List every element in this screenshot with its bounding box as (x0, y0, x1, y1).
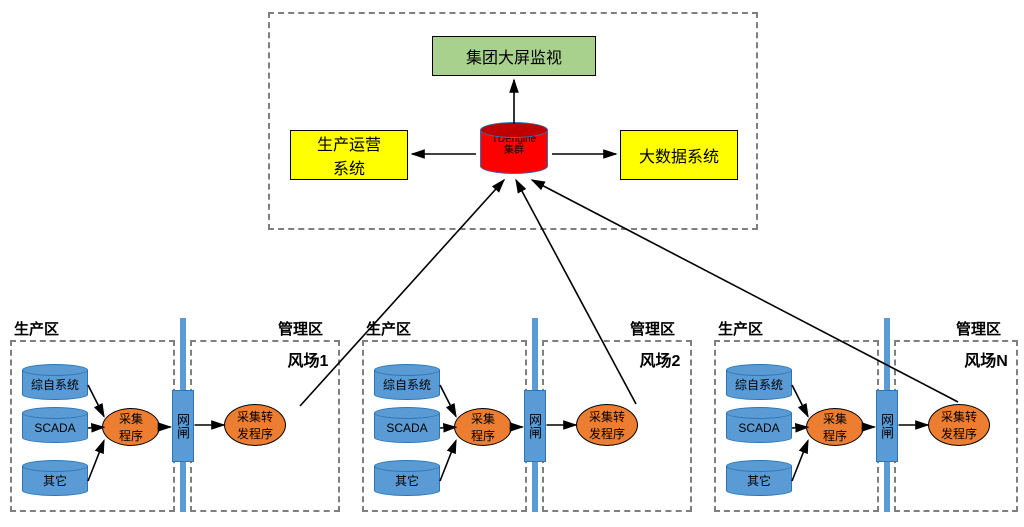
forwarder-ellipse: 采集转发程序 (928, 404, 990, 446)
source-cylinder-top (374, 364, 440, 376)
tdengine-line2: 集群 (492, 145, 536, 156)
farm-name-label: 风场1 (268, 348, 348, 370)
prod-ops-line1: 生产运营 (317, 131, 381, 155)
source-cylinder-top (374, 407, 440, 419)
tdengine-top (480, 122, 548, 138)
bigdata-label: 大数据系统 (639, 143, 719, 167)
source-cylinder-top (726, 364, 792, 376)
title-monitor-box: 集团大屏监视 (432, 36, 596, 76)
source-cylinder-top (374, 460, 440, 472)
farm-name-label: 风场N (946, 348, 1024, 370)
forwarder-ellipse: 采集转发程序 (576, 404, 638, 446)
source-cylinder-top (22, 460, 88, 472)
farm-name-label: 风场2 (620, 348, 700, 370)
collector-ellipse: 采集程序 (806, 408, 864, 446)
source-cylinder-top (22, 407, 88, 419)
prod-ops-box: 生产运营 系统 (290, 130, 408, 180)
prod-zone-label: 生产区 (718, 318, 798, 338)
gateway-box: 网闸 (172, 390, 194, 462)
mgmt-zone-label: 管理区 (956, 318, 1024, 338)
title-monitor-label: 集团大屏监视 (466, 44, 562, 68)
source-cylinder-top (726, 407, 792, 419)
gateway-box: 网闸 (876, 390, 898, 462)
mgmt-zone-label: 管理区 (278, 318, 358, 338)
source-cylinder-top (726, 460, 792, 472)
prod-zone-label: 生产区 (366, 318, 446, 338)
gateway-box: 网闸 (524, 390, 546, 462)
collector-ellipse: 采集程序 (454, 408, 512, 446)
prod-ops-line2: 系统 (317, 155, 381, 179)
source-cylinder-top (22, 364, 88, 376)
mgmt-zone-label: 管理区 (630, 318, 710, 338)
forwarder-ellipse: 采集转发程序 (224, 404, 286, 446)
tdengine-cylinder: TDEngine 集群 (480, 122, 548, 182)
bigdata-box: 大数据系统 (620, 130, 738, 180)
prod-zone-label: 生产区 (14, 318, 94, 338)
collector-ellipse: 采集程序 (102, 408, 160, 446)
